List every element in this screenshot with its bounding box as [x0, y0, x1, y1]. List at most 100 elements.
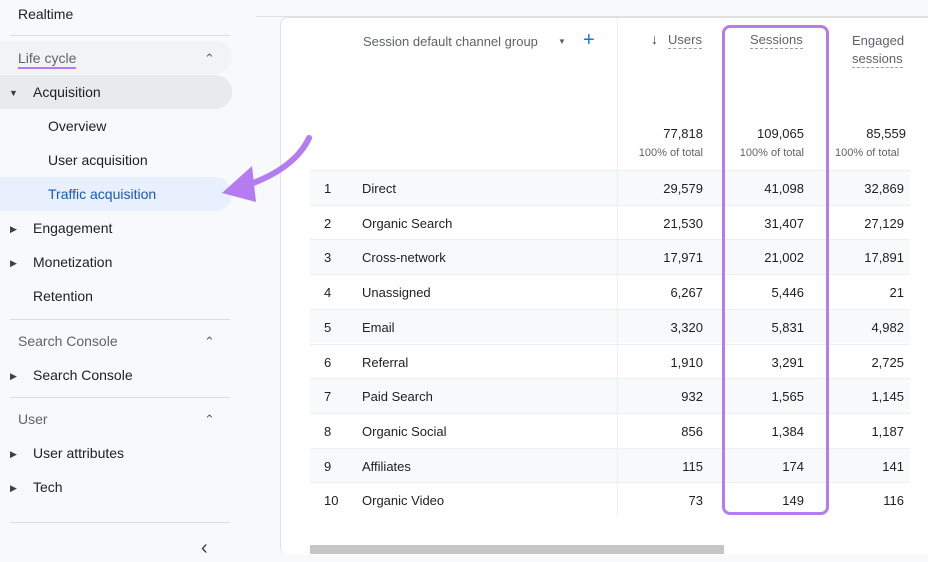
- sessions-value: 5,831: [771, 319, 804, 335]
- caret-right-icon: ▶: [10, 483, 17, 493]
- total-sessions: 109,065: [757, 126, 804, 141]
- column-divider: [617, 18, 618, 516]
- arrow-shaft: [245, 135, 312, 188]
- nav-search-console[interactable]: Search Console: [33, 367, 133, 383]
- chevron-up-icon[interactable]: ⌃: [204, 334, 215, 349]
- table-row[interactable]: 1 Direct 29,579 41,098 32,869: [310, 170, 910, 205]
- dropdown-icon[interactable]: ▼: [558, 37, 566, 46]
- users-value: 73: [688, 493, 703, 509]
- row-index: 8: [324, 423, 332, 439]
- nav-tech[interactable]: Tech: [33, 479, 63, 495]
- nav-acquisition[interactable]: [0, 75, 232, 109]
- table-row[interactable]: 10 Organic Video 73 149 116: [310, 482, 910, 517]
- table-row[interactable]: 2 Organic Search 21,530 31,407 27,129: [310, 204, 910, 240]
- section-label-lifecycle: Life cycle: [18, 50, 77, 69]
- total-users: 77,818: [663, 126, 703, 141]
- users-value: 6,267: [670, 285, 703, 301]
- sessions-value: 174: [782, 458, 804, 474]
- channel-name: Affiliates: [362, 458, 411, 474]
- engaged-sessions-value: 2,725: [871, 354, 904, 370]
- chevron-up-icon[interactable]: ⌃: [204, 412, 215, 427]
- horizontal-scrollbar[interactable]: [310, 545, 724, 554]
- sessions-value: 1,565: [771, 389, 804, 405]
- sessions-value: 1,384: [771, 423, 804, 439]
- chevron-up-icon[interactable]: ⌃: [204, 51, 215, 66]
- nav-realtime[interactable]: Realtime: [18, 6, 74, 22]
- users-value: 17,971: [663, 250, 703, 266]
- total-sessions-pct: 100% of total: [739, 147, 804, 159]
- channel-name: Unassigned: [362, 285, 431, 301]
- divider: [10, 522, 230, 523]
- table-row[interactable]: 3 Cross-network 17,971 21,002 17,891: [310, 239, 910, 275]
- row-index: 2: [324, 215, 332, 231]
- total-engaged: 85,559: [866, 126, 906, 141]
- users-header[interactable]: Users: [668, 32, 702, 49]
- table-row[interactable]: 6 Referral 1,910 3,291 2,725: [310, 343, 910, 379]
- sort-down-icon[interactable]: ↓: [651, 31, 658, 47]
- users-value: 856: [681, 423, 703, 439]
- caret-right-icon: ▶: [10, 224, 17, 234]
- table-row[interactable]: 5 Email 3,320 5,831 4,982: [310, 308, 910, 344]
- channel-name: Organic Search: [362, 215, 453, 231]
- dimension-header[interactable]: Session default channel group: [363, 34, 538, 49]
- engaged-sessions-value: 4,982: [871, 319, 904, 335]
- row-index: 1: [324, 181, 332, 196]
- engaged-sessions-value: 116: [883, 493, 904, 509]
- divider: [10, 35, 230, 36]
- top-bar: [256, 0, 928, 17]
- nav-user-attributes[interactable]: User attributes: [33, 445, 125, 461]
- engaged-sessions-header[interactable]: Engaged sessions: [852, 33, 905, 68]
- row-index: 3: [324, 250, 332, 266]
- users-value: 1,910: [670, 354, 703, 370]
- channel-name: Organic Video: [362, 493, 445, 509]
- sessions-value: 3,291: [771, 354, 804, 370]
- channel-name: Organic Social: [362, 423, 447, 439]
- add-dimension-icon[interactable]: +: [583, 29, 595, 51]
- section-search-console[interactable]: Search Console: [18, 333, 118, 349]
- table-row[interactable]: 7 Paid Search 932 1,565 1,145: [310, 378, 910, 413]
- nav-engagement[interactable]: Engagement: [33, 220, 113, 236]
- sessions-value: 21,002: [764, 250, 804, 266]
- sessions-header[interactable]: Sessions: [750, 32, 803, 49]
- nav-traffic-acquisition[interactable]: [0, 177, 232, 211]
- caret-down-icon: ▼: [9, 88, 18, 98]
- users-value: 3,320: [670, 319, 703, 335]
- table-row[interactable]: 4 Unassigned 6,267 5,446 21: [310, 274, 910, 309]
- channel-name: Referral: [362, 354, 409, 370]
- users-value: 29,579: [663, 181, 703, 196]
- table-row[interactable]: 9 Affiliates 115 174 141: [310, 447, 910, 483]
- table-row[interactable]: 8 Organic Social 856 1,384 1,187: [310, 412, 910, 448]
- engaged-sessions-value: 32,869: [864, 181, 904, 196]
- channel-name: Direct: [362, 181, 396, 196]
- nav-user-acquisition[interactable]: User acquisition: [48, 152, 148, 168]
- arrow-head: [222, 166, 256, 202]
- nav-retention[interactable]: Retention: [33, 288, 93, 304]
- channel-name: Email: [362, 319, 395, 335]
- section-user[interactable]: User: [18, 411, 48, 427]
- channel-name: Paid Search: [362, 389, 433, 405]
- collapse-sidebar-icon[interactable]: ‹: [201, 537, 208, 559]
- nav-overview[interactable]: Overview: [48, 118, 107, 134]
- users-value: 932: [681, 389, 703, 405]
- divider: [10, 397, 230, 398]
- users-value: 21,530: [663, 215, 703, 231]
- engaged-sessions-value: 141: [882, 458, 904, 474]
- nav-acquisition-label: Acquisition: [33, 84, 101, 100]
- users-value: 115: [682, 458, 703, 474]
- divider: [10, 319, 230, 320]
- row-index: 6: [324, 354, 332, 370]
- row-index: 7: [324, 389, 332, 405]
- total-users-pct: 100% of total: [638, 147, 703, 159]
- row-index: 9: [324, 458, 332, 474]
- sessions-value: 5,446: [771, 285, 804, 301]
- row-index: 5: [324, 319, 332, 335]
- caret-right-icon: ▶: [10, 371, 17, 381]
- sessions-value: 31,407: [764, 215, 804, 231]
- nav-monetization[interactable]: Monetization: [33, 254, 113, 270]
- caret-right-icon: ▶: [10, 449, 17, 459]
- nav-traffic-acquisition-label: Traffic acquisition: [48, 186, 157, 202]
- engaged-sessions-value: 17,891: [864, 250, 904, 266]
- row-index: 10: [324, 493, 339, 509]
- total-engaged-pct: 100% of total: [835, 147, 900, 159]
